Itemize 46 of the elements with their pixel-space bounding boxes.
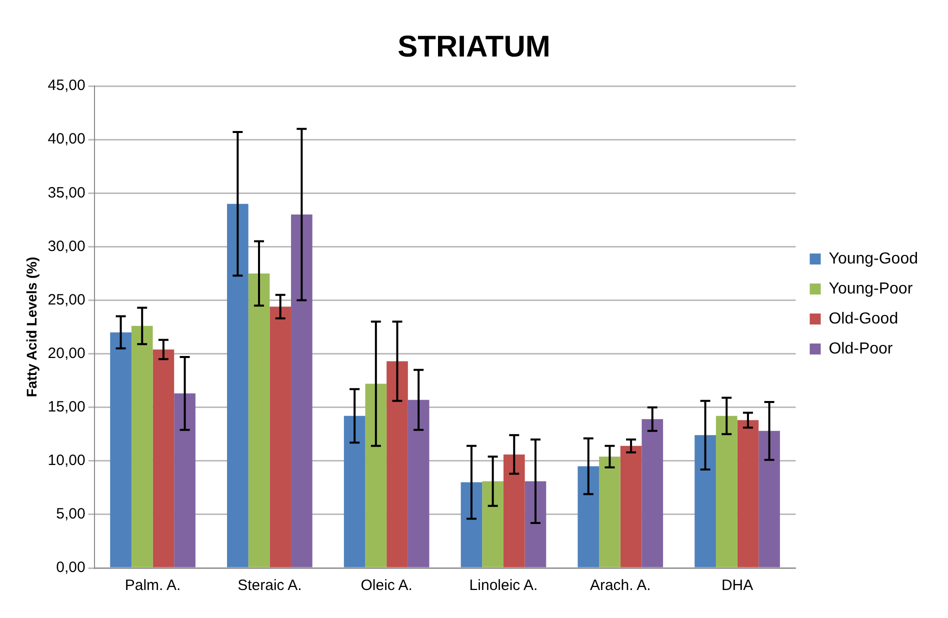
bar <box>599 456 620 568</box>
x-tick-label: DHA <box>721 577 754 594</box>
bar <box>365 384 387 568</box>
x-tick-label: Palm. A. <box>124 577 181 594</box>
bar <box>248 273 270 568</box>
y-tick-label: 25,00 <box>48 291 86 308</box>
legend-label: Old-Good <box>828 310 898 328</box>
x-tick-label: Linoleic A. <box>469 577 538 594</box>
bar <box>344 416 366 568</box>
x-tick-label: Steraic A. <box>238 577 302 594</box>
x-tick-label: Arach. A. <box>590 577 651 594</box>
bar <box>482 481 504 568</box>
y-tick-label: 40,00 <box>48 130 86 148</box>
bar <box>110 332 132 568</box>
legend-label: Old-Poor <box>828 340 894 358</box>
x-tick-label: Oleic A. <box>360 577 412 594</box>
bar <box>578 466 600 568</box>
y-tick-label: 30,00 <box>48 238 86 255</box>
bar <box>174 393 196 568</box>
bar <box>460 482 482 568</box>
bar <box>408 400 430 568</box>
bar <box>503 454 525 568</box>
legend-label: Young-Good <box>828 250 918 268</box>
bar <box>131 326 153 568</box>
bar <box>758 430 780 568</box>
chart-title: STRIATUM <box>398 30 550 64</box>
y-tick-label: 5,00 <box>56 506 86 523</box>
bar <box>694 435 716 568</box>
bar <box>227 204 248 568</box>
y-axis-title: Fatty Acid Levels (%) <box>23 256 40 398</box>
y-tick-label: 0,00 <box>56 559 86 576</box>
bar <box>291 214 312 568</box>
y-tick-label: 35,00 <box>48 184 86 202</box>
bar <box>524 481 546 568</box>
bar <box>386 361 408 568</box>
bar <box>716 416 738 568</box>
y-tick-label: 45,00 <box>48 77 86 94</box>
bar <box>620 446 642 568</box>
bar <box>270 306 292 568</box>
y-tick-label: 10,00 <box>48 452 86 470</box>
legend-label: Young-Poor <box>828 280 914 298</box>
bar <box>737 420 759 568</box>
bar <box>642 419 664 568</box>
y-tick-label: 15,00 <box>48 398 86 416</box>
y-tick-label: 20,00 <box>48 344 86 362</box>
bar <box>152 349 174 568</box>
